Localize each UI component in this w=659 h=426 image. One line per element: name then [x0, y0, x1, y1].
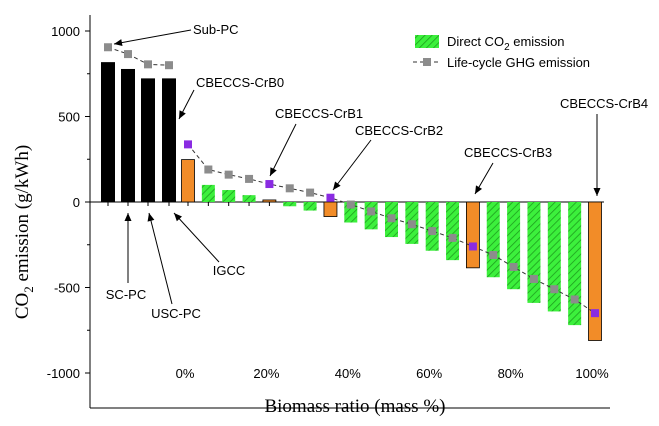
- legend-label-lifecycle: Life-cycle GHG emission: [447, 55, 590, 70]
- lifecycle-point: [144, 60, 152, 69]
- crb-bar: [181, 159, 195, 203]
- legend-label-direct: Direct CO2 emission: [447, 34, 565, 53]
- crb-lifecycle-point: [326, 193, 335, 202]
- lifecycle-point: [570, 295, 579, 304]
- label-crb1-arrow: [269, 123, 297, 177]
- crb-bar: [262, 199, 277, 203]
- lifecycle-point: [529, 274, 538, 283]
- label-crb4: CBECCS-CrB4: [560, 96, 648, 111]
- lifecycle-point: [285, 184, 294, 193]
- label-crb0: CBECCS-CrB0: [196, 75, 284, 90]
- legend: Direct CO2 emission Life-cycle GHG emissi…: [413, 34, 590, 70]
- crb-lifecycle-point: [184, 140, 192, 149]
- lifecycle-point: [306, 188, 315, 197]
- label-crb2-arrow: [332, 139, 372, 191]
- crb-lifecycle-point: [591, 309, 599, 318]
- lifecycle-point: [407, 220, 416, 229]
- lifecycle-line: [104, 43, 599, 318]
- x-tick-label: 100%: [575, 366, 609, 381]
- axes: 1000 500 0 -500 -1000 0% 20% 40% 60% 80% 100% CO2 e…: [12, 15, 610, 417]
- x-tick-label: 40%: [335, 366, 361, 381]
- label-sub-pc-arrow: [113, 29, 192, 45]
- y-tick-label: 0: [73, 195, 80, 210]
- direct-bar: [201, 184, 215, 202]
- label-crb3-arrowhead: [475, 185, 483, 194]
- label-crb2: CBECCS-CrB2: [355, 123, 443, 138]
- label-sub-pc: Sub-PC: [193, 22, 239, 37]
- direct-bar: [364, 202, 378, 230]
- lifecycle-line-coal: [107, 46, 170, 66]
- label-sc-pc: SC-PC: [106, 287, 146, 302]
- label-usc-pc-arrow: [148, 212, 173, 305]
- crb-lifecycle-point: [468, 242, 477, 251]
- lifecycle-point: [387, 214, 396, 223]
- label-crb3: CBECCS-CrB3: [464, 145, 552, 160]
- label-igcc-arrowhead: [174, 213, 182, 222]
- lifecycle-point: [448, 233, 457, 242]
- direct-bar: [303, 202, 317, 211]
- lifecycle-point: [224, 170, 233, 179]
- y-tick-label: -500: [54, 281, 80, 296]
- lifecycle-point: [104, 43, 112, 52]
- label-crb0-arrowhead: [179, 110, 186, 119]
- x-tick-label: 60%: [416, 366, 442, 381]
- label-igcc-arrow: [173, 212, 220, 263]
- lifecycle-point: [367, 207, 376, 216]
- direct-bar: [283, 202, 297, 207]
- coal-bar-usc-pc: [141, 78, 155, 203]
- direct-bar: [222, 190, 236, 202]
- label-crb2-arrowhead: [333, 181, 341, 190]
- label-crb1-arrowhead: [270, 167, 277, 176]
- label-usc-pc: USC-PC: [151, 306, 201, 321]
- direct-bar: [547, 202, 561, 312]
- legend-marker-lifecycle: [423, 58, 431, 66]
- lifecycle-point: [165, 61, 173, 70]
- crb-bar: [323, 201, 338, 217]
- x-tick-label: 20%: [253, 366, 279, 381]
- direct-bar: [242, 195, 256, 202]
- y-tick-label: 500: [58, 110, 80, 125]
- direct-bar: [486, 202, 500, 278]
- x-tick-label: 80%: [498, 366, 524, 381]
- direct-bar: [425, 202, 439, 251]
- lifecycle-point: [245, 174, 254, 183]
- lifecycle-point: [509, 262, 518, 271]
- direct-bar: [527, 202, 541, 303]
- direct-bar: [446, 202, 460, 261]
- label-usc-pc-arrowhead: [147, 213, 155, 222]
- label-crb4-arrowhead: [593, 188, 601, 196]
- lifecycle-point: [346, 200, 355, 209]
- lifecycle-point: [204, 165, 213, 174]
- lifecycle-point: [428, 227, 437, 236]
- annotations: Sub-PC SC-PC USC-PC IGCC CBECCS-CrB0 CBECCS-C…: [106, 22, 648, 321]
- label-sc-pc-arrowhead: [124, 213, 132, 221]
- x-tick-label: 0%: [176, 366, 195, 381]
- lifecycle-point: [550, 285, 559, 294]
- lifecycle-point: [489, 251, 498, 260]
- crb-lifecycle-point: [265, 180, 274, 189]
- coal-bar-sc-pc: [121, 68, 135, 203]
- crb-bar: [465, 201, 480, 269]
- lifecycle-point: [124, 50, 132, 59]
- y-tick-label: 1000: [51, 24, 80, 39]
- y-axis-title: CO2 emission (g/kWh): [12, 145, 36, 319]
- label-crb1: CBECCS-CrB1: [275, 106, 363, 121]
- crb-bar: [588, 201, 602, 341]
- label-igcc: IGCC: [213, 263, 246, 278]
- direct-bar: [568, 202, 582, 326]
- y-tick-label: -1000: [47, 366, 80, 381]
- label-sub-pc-arrowhead: [114, 39, 123, 47]
- coal-bar-sub-pc: [101, 62, 115, 203]
- legend-swatch-direct: [415, 35, 439, 48]
- x-axis-title: Biomass ratio (mass %): [264, 396, 445, 417]
- direct-bar: [507, 202, 521, 290]
- coal-bar-igcc: [162, 78, 176, 203]
